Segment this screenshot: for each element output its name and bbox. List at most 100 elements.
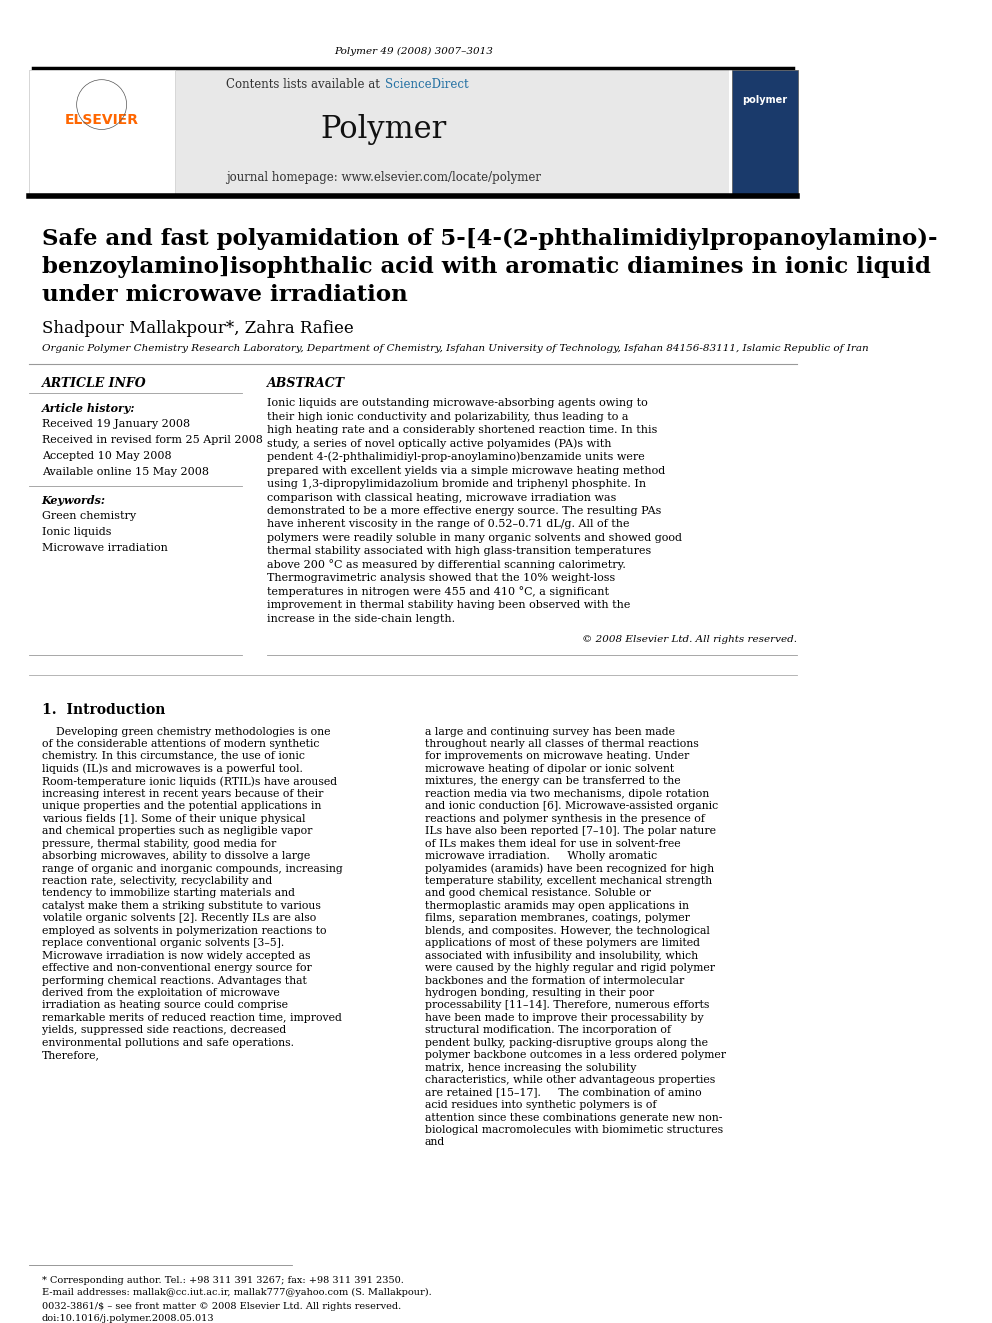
Text: ARTICLE INFO: ARTICLE INFO	[42, 377, 146, 390]
Text: Ionic liquids: Ionic liquids	[42, 527, 111, 537]
Text: Shadpour Mallakpour*, Zahra Rafiee: Shadpour Mallakpour*, Zahra Rafiee	[42, 320, 353, 337]
Text: of ILs makes them ideal for use in solvent-free: of ILs makes them ideal for use in solve…	[425, 839, 681, 848]
Text: mixtures, the energy can be transferred to the: mixtures, the energy can be transferred …	[425, 777, 681, 786]
Text: catalyst make them a striking substitute to various: catalyst make them a striking substitute…	[42, 901, 320, 910]
Text: 1.  Introduction: 1. Introduction	[42, 703, 165, 717]
Text: are retained [15–17].     The combination of amino: are retained [15–17]. The combination of…	[425, 1088, 701, 1098]
Text: Ionic liquids are outstanding microwave-absorbing agents owing to: Ionic liquids are outstanding microwave-…	[267, 398, 648, 409]
Text: processability [11–14]. Therefore, numerous efforts: processability [11–14]. Therefore, numer…	[425, 1000, 709, 1011]
Text: microwave irradiation.     Wholly aromatic: microwave irradiation. Wholly aromatic	[425, 851, 657, 861]
Text: biological macromolecules with biomimetic structures: biological macromolecules with biomimeti…	[425, 1125, 723, 1135]
Text: of the considerable attentions of modern synthetic: of the considerable attentions of modern…	[42, 740, 319, 749]
Text: have inherent viscosity in the range of 0.52–0.71 dL/g. All of the: have inherent viscosity in the range of …	[267, 520, 629, 529]
Text: volatile organic solvents [2]. Recently ILs are also: volatile organic solvents [2]. Recently …	[42, 913, 315, 923]
FancyBboxPatch shape	[731, 70, 799, 194]
Text: have been made to improve their processability by: have been made to improve their processa…	[425, 1013, 703, 1023]
Text: and good chemical resistance. Soluble or: and good chemical resistance. Soluble or	[425, 889, 651, 898]
Text: microwave heating of dipolar or ionic solvent: microwave heating of dipolar or ionic so…	[425, 763, 675, 774]
Text: various fields [1]. Some of their unique physical: various fields [1]. Some of their unique…	[42, 814, 306, 824]
Text: effective and non-conventional energy source for: effective and non-conventional energy so…	[42, 963, 311, 974]
Text: polyamides (aramids) have been recognized for high: polyamides (aramids) have been recognize…	[425, 863, 714, 873]
Text: and chemical properties such as negligible vapor: and chemical properties such as negligib…	[42, 826, 312, 836]
Text: thermoplastic aramids may open applications in: thermoplastic aramids may open applicati…	[425, 901, 688, 910]
Text: using 1,3-dipropylimidazolium bromide and triphenyl phosphite. In: using 1,3-dipropylimidazolium bromide an…	[267, 479, 646, 490]
Text: Developing green chemistry methodologies is one: Developing green chemistry methodologies…	[42, 726, 330, 737]
Text: improvement in thermal stability having been observed with the: improvement in thermal stability having …	[267, 601, 630, 610]
Text: 0032-3861/$ – see front matter © 2008 Elsevier Ltd. All rights reserved.: 0032-3861/$ – see front matter © 2008 El…	[42, 1302, 401, 1311]
Text: ILs have also been reported [7–10]. The polar nature: ILs have also been reported [7–10]. The …	[425, 826, 716, 836]
Text: applications of most of these polymers are limited: applications of most of these polymers a…	[425, 938, 700, 949]
Text: prepared with excellent yields via a simple microwave heating method: prepared with excellent yields via a sim…	[267, 466, 665, 475]
Text: and ionic conduction [6]. Microwave-assisted organic: and ionic conduction [6]. Microwave-assi…	[425, 802, 718, 811]
Text: study, a series of novel optically active polyamides (PA)s with: study, a series of novel optically activ…	[267, 438, 611, 448]
Text: Thermogravimetric analysis showed that the 10% weight-loss: Thermogravimetric analysis showed that t…	[267, 573, 615, 583]
Text: employed as solvents in polymerization reactions to: employed as solvents in polymerization r…	[42, 926, 326, 935]
Text: polymer backbone outcomes in a less ordered polymer: polymer backbone outcomes in a less orde…	[425, 1050, 726, 1060]
Text: chemistry. In this circumstance, the use of ionic: chemistry. In this circumstance, the use…	[42, 751, 305, 762]
Text: unique properties and the potential applications in: unique properties and the potential appl…	[42, 802, 321, 811]
Text: were caused by the highly regular and rigid polymer: were caused by the highly regular and ri…	[425, 963, 715, 974]
Text: © 2008 Elsevier Ltd. All rights reserved.: © 2008 Elsevier Ltd. All rights reserved…	[582, 635, 798, 644]
Text: Polymer: Polymer	[320, 114, 446, 146]
Text: for improvements on microwave heating. Under: for improvements on microwave heating. U…	[425, 751, 689, 762]
Text: ScienceDirect: ScienceDirect	[385, 78, 468, 91]
Text: remarkable merits of reduced reaction time, improved: remarkable merits of reduced reaction ti…	[42, 1013, 341, 1023]
Text: performing chemical reactions. Advantages that: performing chemical reactions. Advantage…	[42, 975, 307, 986]
Text: increase in the side-chain length.: increase in the side-chain length.	[267, 614, 454, 623]
Text: yields, suppressed side reactions, decreased: yields, suppressed side reactions, decre…	[42, 1025, 286, 1036]
Text: Organic Polymer Chemistry Research Laboratory, Department of Chemistry, Isfahan : Organic Polymer Chemistry Research Labor…	[42, 344, 868, 353]
FancyBboxPatch shape	[29, 70, 175, 194]
Text: irradiation as heating source could comprise: irradiation as heating source could comp…	[42, 1000, 288, 1011]
Text: pressure, thermal stability, good media for: pressure, thermal stability, good media …	[42, 839, 276, 848]
Text: films, separation membranes, coatings, polymer: films, separation membranes, coatings, p…	[425, 913, 689, 923]
Text: Microwave irradiation: Microwave irradiation	[42, 542, 168, 553]
Text: tendency to immobilize starting materials and: tendency to immobilize starting material…	[42, 889, 295, 898]
Text: and: and	[425, 1138, 445, 1147]
Text: Available online 15 May 2008: Available online 15 May 2008	[42, 467, 208, 478]
Text: thermal stability associated with high glass-transition temperatures: thermal stability associated with high g…	[267, 546, 651, 556]
Text: Keywords:: Keywords:	[42, 495, 106, 505]
Text: reaction rate, selectivity, recyclability and: reaction rate, selectivity, recyclabilit…	[42, 876, 272, 886]
Text: derived from the exploitation of microwave: derived from the exploitation of microwa…	[42, 988, 280, 998]
Text: above 200 °C as measured by differential scanning calorimetry.: above 200 °C as measured by differential…	[267, 560, 626, 570]
Text: temperature stability, excellent mechanical strength: temperature stability, excellent mechani…	[425, 876, 712, 886]
Text: comparison with classical heating, microwave irradiation was: comparison with classical heating, micro…	[267, 492, 616, 503]
Text: acid residues into synthetic polymers is of: acid residues into synthetic polymers is…	[425, 1101, 657, 1110]
Text: doi:10.1016/j.polymer.2008.05.013: doi:10.1016/j.polymer.2008.05.013	[42, 1314, 214, 1323]
Text: Article history:: Article history:	[42, 404, 135, 414]
Text: Received 19 January 2008: Received 19 January 2008	[42, 419, 189, 429]
Text: benzoylamino]isophthalic acid with aromatic diamines in ionic liquid: benzoylamino]isophthalic acid with aroma…	[42, 255, 930, 278]
Text: Microwave irradiation is now widely accepted as: Microwave irradiation is now widely acce…	[42, 951, 310, 960]
Text: Safe and fast polyamidation of 5-[4-(2-phthalimidiylpropanoylamino)-: Safe and fast polyamidation of 5-[4-(2-p…	[42, 228, 937, 250]
Text: matrix, hence increasing the solubility: matrix, hence increasing the solubility	[425, 1062, 636, 1073]
Text: attention since these combinations generate new non-: attention since these combinations gener…	[425, 1113, 722, 1122]
Text: Room-temperature ionic liquids (RTIL)s have aroused: Room-temperature ionic liquids (RTIL)s h…	[42, 777, 337, 787]
Text: hydrogen bonding, resulting in their poor: hydrogen bonding, resulting in their poo…	[425, 988, 654, 998]
Text: a large and continuing survey has been made: a large and continuing survey has been m…	[425, 726, 675, 737]
Text: high heating rate and a considerably shortened reaction time. In this: high heating rate and a considerably sho…	[267, 425, 657, 435]
Text: reactions and polymer synthesis in the presence of: reactions and polymer synthesis in the p…	[425, 814, 704, 824]
FancyBboxPatch shape	[29, 70, 729, 194]
Text: associated with infusibility and insolubility, which: associated with infusibility and insolub…	[425, 951, 698, 960]
Text: characteristics, while other advantageous properties: characteristics, while other advantageou…	[425, 1076, 715, 1085]
Text: replace conventional organic solvents [3–5].: replace conventional organic solvents [3…	[42, 938, 284, 949]
Text: environmental pollutions and safe operations.: environmental pollutions and safe operat…	[42, 1037, 294, 1048]
Text: Contents lists available at: Contents lists available at	[225, 78, 383, 91]
Text: ELSEVIER: ELSEVIER	[64, 112, 139, 127]
Text: increasing interest in recent years because of their: increasing interest in recent years beca…	[42, 789, 323, 799]
Text: E-mail addresses: mallak@cc.iut.ac.ir, mallak777@yahoo.com (S. Mallakpour).: E-mail addresses: mallak@cc.iut.ac.ir, m…	[42, 1289, 432, 1298]
Text: structural modification. The incorporation of: structural modification. The incorporati…	[425, 1025, 671, 1036]
Text: liquids (IL)s and microwaves is a powerful tool.: liquids (IL)s and microwaves is a powerf…	[42, 763, 303, 774]
Text: reaction media via two mechanisms, dipole rotation: reaction media via two mechanisms, dipol…	[425, 789, 709, 799]
Text: their high ionic conductivity and polarizability, thus leading to a: their high ionic conductivity and polari…	[267, 411, 628, 422]
Text: Accepted 10 May 2008: Accepted 10 May 2008	[42, 451, 172, 462]
Text: absorbing microwaves, ability to dissolve a large: absorbing microwaves, ability to dissolv…	[42, 851, 310, 861]
Text: polymers were readily soluble in many organic solvents and showed good: polymers were readily soluble in many or…	[267, 533, 682, 542]
Text: polymer: polymer	[742, 95, 788, 105]
Text: throughout nearly all classes of thermal reactions: throughout nearly all classes of thermal…	[425, 740, 698, 749]
Text: range of organic and inorganic compounds, increasing: range of organic and inorganic compounds…	[42, 864, 342, 873]
Text: * Corresponding author. Tel.: +98 311 391 3267; fax: +98 311 391 2350.: * Corresponding author. Tel.: +98 311 39…	[42, 1277, 404, 1286]
Text: backbones and the formation of intermolecular: backbones and the formation of intermole…	[425, 975, 684, 986]
Text: Polymer 49 (2008) 3007–3013: Polymer 49 (2008) 3007–3013	[334, 48, 493, 57]
Text: Therefore,: Therefore,	[42, 1050, 99, 1060]
